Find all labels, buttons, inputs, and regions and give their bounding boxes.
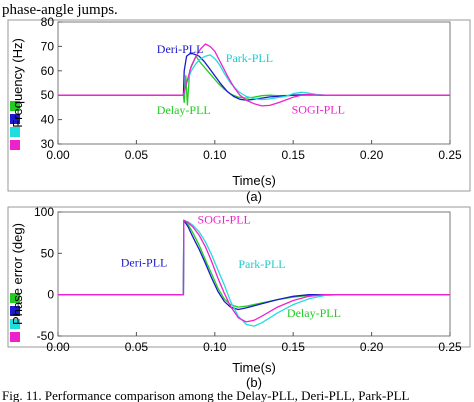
x-tick-label: 0.20: [360, 340, 384, 354]
plot-area: [57, 211, 451, 337]
legend-swatch: [10, 319, 20, 329]
y-tick-label: 50: [41, 246, 55, 260]
phase-error-chart: -50 0 50 100 0.00 0.05 0.10 0.15 0.20 0.25 Phase e…: [7, 205, 471, 390]
legend-swatch: [10, 306, 20, 316]
x-axis-label: Time(s): [232, 360, 276, 375]
series-annotation: Delay-PLL: [157, 103, 211, 117]
x-tick-label: 0.15: [282, 340, 306, 354]
legend-swatch: [10, 101, 20, 111]
legend-swatch: [10, 293, 20, 303]
x-tick-label: 0.00: [46, 148, 70, 162]
y-tick-label: 50: [41, 88, 55, 102]
y-tick-label: 40: [41, 113, 55, 127]
series-annotation: SOGI-PLL: [198, 213, 251, 227]
y-tick-label: 0: [47, 288, 54, 302]
y-tick-label: 30: [41, 137, 55, 151]
series-line-delay-pll: [58, 219, 450, 308]
series-line-deri-pll: [58, 219, 450, 311]
chart-caption: (a): [246, 189, 262, 204]
header-fragment: phase-angle jumps.: [2, 2, 118, 18]
series-line-park-pll: [58, 219, 450, 327]
x-tick-label: 0.15: [282, 148, 306, 162]
series-annotation: Deri-PLL: [121, 256, 168, 270]
y-axis-label: Phase error (deg): [10, 223, 25, 325]
y-axis-label: Frequency (Hz): [10, 38, 25, 128]
legend-swatch: [10, 140, 20, 150]
series-annotation: Deri-PLL: [157, 42, 204, 56]
legend-swatch: [10, 114, 20, 124]
series-annotation: Park-PLL: [238, 257, 285, 271]
legend-swatch: [10, 127, 20, 137]
y-tick-label: 80: [41, 15, 55, 29]
series-annotation: SOGI-PLL: [292, 103, 345, 117]
y-tick-label: -50: [37, 329, 55, 343]
series-line-deri-pll: [58, 53, 450, 101]
x-tick-label: 0.05: [125, 148, 149, 162]
series-line-sogi-pll: [58, 43, 450, 107]
x-axis-label: Time(s): [232, 173, 276, 188]
series-line-sogi-pll: [58, 219, 450, 323]
y-tick-label: 60: [41, 64, 55, 78]
y-tick-label: 100: [34, 205, 54, 219]
frequency-chart: 30 40 50 60 70 80 0.00 0.05 0.10 0.15 0.20 0.25 Freq…: [7, 15, 471, 204]
footer-fragment: Fig. 11. Performance comparison among th…: [2, 388, 410, 402]
chart-caption: (b): [246, 375, 262, 390]
plot-area: [57, 21, 451, 145]
series-line-park-pll: [58, 54, 450, 101]
legend-swatch: [10, 332, 20, 342]
x-tick-label: 0.20: [360, 148, 384, 162]
series-annotation: Delay-PLL: [287, 306, 341, 320]
x-tick-label: 0.10: [203, 340, 227, 354]
x-tick-label: 0.25: [438, 148, 462, 162]
x-tick-label: 0.10: [203, 148, 227, 162]
x-tick-label: 0.00: [46, 340, 70, 354]
x-tick-label: 0.25: [438, 340, 462, 354]
series-annotation: Park-PLL: [226, 51, 273, 65]
y-tick-label: 70: [41, 39, 55, 53]
x-tick-label: 0.05: [125, 340, 149, 354]
